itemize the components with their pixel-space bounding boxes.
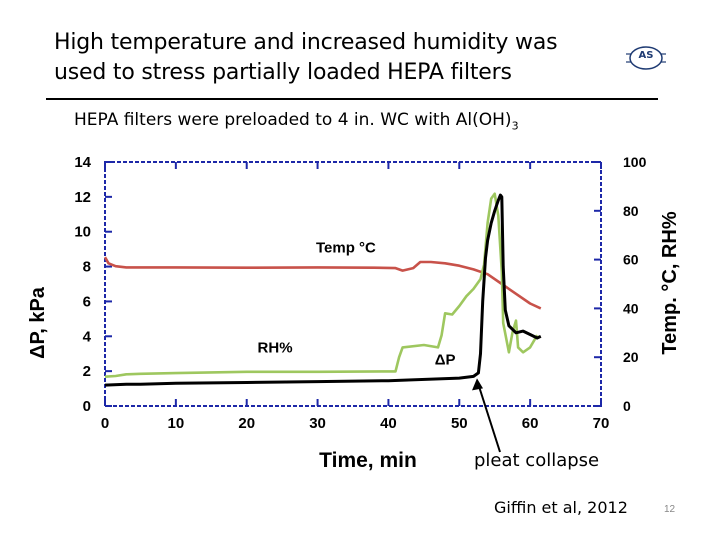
subtitle: HEPA filters were preloaded to 4 in. WC … <box>74 110 519 132</box>
citation: Giffin et al, 2012 <box>494 498 628 517</box>
y-left-axis-label: ΔP, kPa <box>27 286 49 359</box>
subtitle-subscript: 3 <box>511 119 519 133</box>
x-tick-label: 10 <box>168 415 185 432</box>
pleat-collapse-label: pleat collapse <box>474 450 600 471</box>
y-right-axis-ticks: 0 20 40 60 80 100 <box>594 154 647 414</box>
y-left-axis-ticks: 0 2 4 6 8 10 12 14 <box>74 154 112 415</box>
y-right-tick-label: 40 <box>623 300 639 316</box>
plot-frame <box>104 161 602 407</box>
series-annotations: Temp °C RH% ΔP <box>258 239 456 368</box>
y-left-tick-label: 2 <box>83 363 91 380</box>
y-left-tick-label: 14 <box>74 154 91 171</box>
series-line-rh <box>104 192 539 378</box>
arrow-shaft <box>478 386 501 453</box>
y-right-tick-label: 20 <box>623 349 639 365</box>
series-line-temp-c <box>103 256 542 310</box>
pleat-collapse-arrow <box>472 378 501 453</box>
x-tick-label: 60 <box>522 415 539 432</box>
y-left-tick-label: 0 <box>83 398 91 415</box>
logo-icon <box>626 46 666 70</box>
logo-text: AS <box>638 50 654 61</box>
y-right-tick-label: 60 <box>623 252 639 268</box>
y-left-tick-label: 10 <box>74 224 91 241</box>
series-annotation-label: ΔP <box>435 352 456 369</box>
x-tick-label: 30 <box>309 415 326 432</box>
x-tick-label: 0 <box>101 415 109 432</box>
y-right-tick-label: 0 <box>623 398 631 414</box>
y-left-tick-label: 6 <box>83 293 91 310</box>
y-left-tick-label: 8 <box>83 259 91 276</box>
subtitle-text: HEPA filters were preloaded to 4 in. WC … <box>74 110 512 130</box>
plot-border <box>104 161 602 407</box>
x-tick-label: 50 <box>451 415 468 432</box>
series-annotation-label: RH% <box>258 339 293 356</box>
series-line-delta-p <box>104 193 542 387</box>
x-tick-label: 70 <box>593 415 610 432</box>
chart: 0 10 20 30 40 50 60 70 0 2 4 6 8 10 12 14 0 20 40 60 80 100… <box>27 154 681 472</box>
y-right-tick-label: 100 <box>623 154 647 170</box>
y-left-tick-label: 4 <box>83 328 92 345</box>
slide-title: High temperature and increased humidity … <box>54 30 558 85</box>
series-annotation-label: Temp °C <box>316 239 376 256</box>
y-right-axis-label: Temp. °C, RH% <box>659 211 681 354</box>
page-number: 12 <box>664 504 676 515</box>
x-axis-label: Time, min <box>319 449 417 472</box>
title-divider <box>46 98 658 100</box>
y-right-tick-label: 80 <box>623 203 639 219</box>
series-lines <box>103 192 542 387</box>
x-tick-label: 20 <box>238 415 255 432</box>
y-left-tick-label: 12 <box>74 189 91 206</box>
x-axis-ticks: 0 10 20 30 40 50 60 70 <box>101 162 610 432</box>
arrow-head <box>472 378 483 391</box>
x-tick-label: 40 <box>380 415 397 432</box>
